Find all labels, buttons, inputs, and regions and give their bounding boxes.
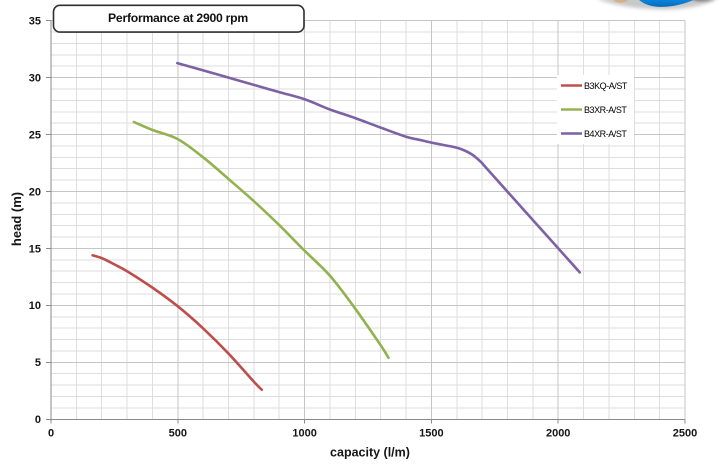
svg-text:500: 500 — [169, 428, 187, 440]
svg-text:15: 15 — [29, 243, 41, 255]
svg-text:capacity (l/m): capacity (l/m) — [330, 446, 410, 460]
svg-text:1500: 1500 — [419, 428, 443, 440]
svg-text:20: 20 — [29, 186, 41, 198]
svg-text:1000: 1000 — [292, 428, 316, 440]
svg-text:2500: 2500 — [673, 428, 697, 440]
svg-text:B3KQ-A/ST: B3KQ-A/ST — [584, 81, 628, 91]
svg-text:0: 0 — [35, 414, 41, 426]
svg-text:30: 30 — [29, 72, 41, 84]
svg-text:10: 10 — [29, 300, 41, 312]
svg-text:25: 25 — [29, 129, 41, 141]
svg-text:5: 5 — [35, 357, 41, 369]
svg-text:B3XR-A/ST: B3XR-A/ST — [584, 105, 627, 115]
svg-text:head (m): head (m) — [9, 192, 24, 246]
svg-text:Performance at 2900 rpm: Performance at 2900 rpm — [108, 11, 248, 25]
svg-text:35: 35 — [29, 15, 41, 27]
svg-text:2000: 2000 — [546, 428, 570, 440]
svg-text:B4XR-A/ST: B4XR-A/ST — [584, 129, 627, 139]
svg-text:0: 0 — [48, 428, 54, 440]
